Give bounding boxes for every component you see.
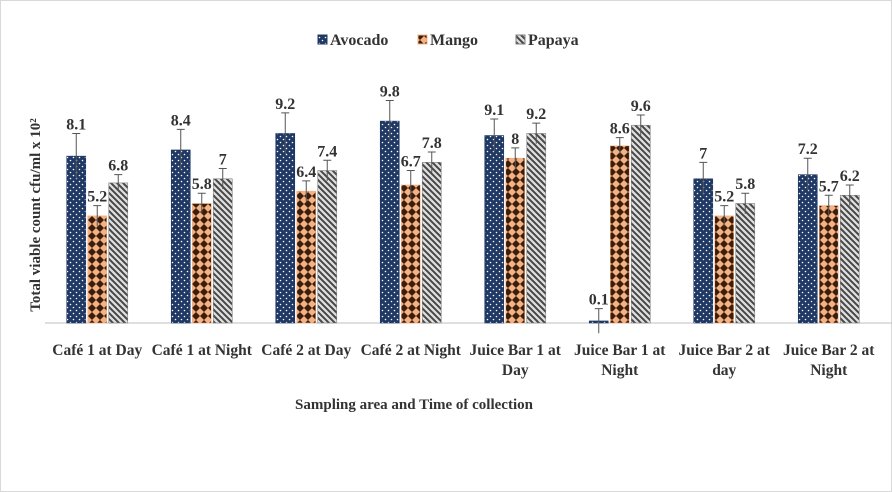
error-bar xyxy=(72,132,81,179)
error-bar xyxy=(114,174,123,192)
data-label: 6.4 xyxy=(296,164,316,181)
error-bar xyxy=(323,159,332,181)
data-label: 7 xyxy=(699,145,707,162)
data-label: 8.6 xyxy=(610,121,630,138)
data-label: 5.2 xyxy=(714,189,734,206)
bar xyxy=(735,203,756,324)
error-bar xyxy=(615,137,624,155)
bar xyxy=(317,170,338,324)
error-bar xyxy=(532,122,541,144)
x-tick-label: Café 1 at Night xyxy=(151,342,252,359)
data-label: 5.7 xyxy=(819,178,839,195)
bar xyxy=(693,178,714,324)
x-tick-label: Juice Bar 1 at Night xyxy=(574,342,666,379)
y-axis-title: Total viable count cfu/ml x 10² xyxy=(28,118,44,312)
data-label: 8.1 xyxy=(66,116,86,133)
error-bar xyxy=(385,100,394,142)
legend-swatch xyxy=(417,34,428,45)
error-bar xyxy=(824,194,833,216)
error-bar xyxy=(636,114,645,136)
error-bar xyxy=(845,184,854,206)
bar xyxy=(609,145,630,324)
error-bar xyxy=(803,157,812,192)
bar xyxy=(630,124,651,324)
data-label: 0.1 xyxy=(589,292,609,309)
error-bar xyxy=(93,205,102,227)
data-label: 9.2 xyxy=(275,96,295,113)
data-label: 5.8 xyxy=(192,176,212,193)
data-label: 6.2 xyxy=(840,168,860,185)
x-tick-label: Juice Bar 2 at Night xyxy=(783,342,875,379)
x-tick-label: Juice Bar 1 at Day xyxy=(469,342,561,379)
bar xyxy=(66,155,87,324)
legend-label: Avocado xyxy=(330,32,388,49)
bar xyxy=(87,215,108,324)
bar xyxy=(379,120,400,324)
error-bar xyxy=(511,147,520,169)
bar xyxy=(212,178,233,324)
legend-swatch xyxy=(317,34,328,45)
data-label: 7 xyxy=(219,152,227,169)
legend-swatch xyxy=(515,34,526,45)
error-bar xyxy=(197,192,206,214)
data-label: 9.2 xyxy=(526,106,546,123)
bar xyxy=(505,157,526,324)
bar xyxy=(526,133,547,324)
error-bar xyxy=(699,161,708,196)
bar xyxy=(797,174,818,324)
x-tick-label: Juice Bar 2 at day xyxy=(678,342,770,379)
x-axis-title: Sampling area and Time of collection xyxy=(295,397,534,413)
error-bar xyxy=(427,151,436,173)
error-bar xyxy=(741,192,750,214)
bar xyxy=(108,182,129,324)
x-tick-label: Café 2 at Day xyxy=(261,342,352,359)
error-bar xyxy=(176,128,185,171)
data-label: 7.2 xyxy=(798,141,818,158)
bar xyxy=(400,184,421,324)
bar xyxy=(170,149,191,324)
error-bar xyxy=(720,205,729,227)
data-label: 8.4 xyxy=(171,112,191,129)
bar xyxy=(818,205,839,324)
data-label: 9.1 xyxy=(484,102,504,119)
error-bar xyxy=(594,308,603,334)
bar xyxy=(714,215,735,324)
data-label: 6.8 xyxy=(108,158,128,175)
error-bar xyxy=(406,170,415,200)
legend-label: Papaya xyxy=(528,32,579,49)
data-label: 6.7 xyxy=(401,154,421,171)
bar xyxy=(839,194,860,324)
error-bar xyxy=(302,180,311,202)
error-bar xyxy=(218,168,227,190)
bar xyxy=(421,162,442,324)
bar xyxy=(275,133,296,324)
data-label: 5.8 xyxy=(735,176,755,193)
error-bar xyxy=(490,118,499,153)
data-label: 5.2 xyxy=(87,189,107,206)
data-label: 9.6 xyxy=(631,98,651,115)
bar xyxy=(484,135,505,324)
bar xyxy=(191,203,212,324)
x-tick-label: Café 1 at Day xyxy=(52,342,143,359)
data-label: 7.8 xyxy=(422,135,442,152)
data-label: 7.4 xyxy=(317,143,337,160)
data-label: 9.8 xyxy=(380,84,400,101)
legend-label: Mango xyxy=(430,32,478,49)
x-tick-label: Café 2 at Night xyxy=(360,342,461,359)
error-bar xyxy=(281,112,290,155)
bar xyxy=(296,190,317,324)
data-label: 8 xyxy=(511,131,519,148)
